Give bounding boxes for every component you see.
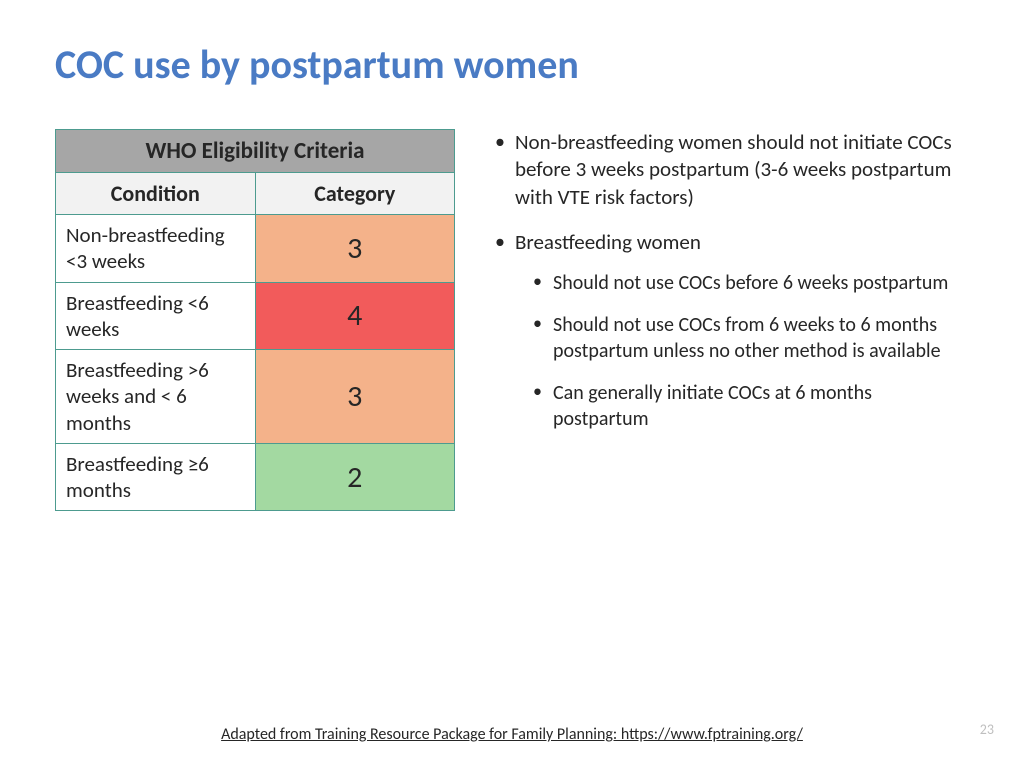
eligibility-table: WHO Eligibility Criteria Condition Categ… xyxy=(55,129,455,511)
category-cell: 4 xyxy=(255,282,455,350)
sub-bullet-item: Should not use COCs from 6 weeks to 6 mo… xyxy=(533,312,969,364)
content-area: WHO Eligibility Criteria Condition Categ… xyxy=(55,129,969,511)
category-cell: 2 xyxy=(255,443,455,511)
table-title: WHO Eligibility Criteria xyxy=(56,130,455,173)
category-cell: 3 xyxy=(255,215,455,283)
header-condition: Condition xyxy=(56,173,256,215)
category-cell: 3 xyxy=(255,350,455,444)
condition-cell: Breastfeeding <6 weeks xyxy=(56,282,256,350)
table-row: Breastfeeding ≥6 months 2 xyxy=(56,443,455,511)
table-header-row: Condition Category xyxy=(56,173,455,215)
table-title-row: WHO Eligibility Criteria xyxy=(56,130,455,173)
sub-bullet-item: Can generally initiate COCs at 6 months … xyxy=(533,380,969,432)
header-category: Category xyxy=(255,173,455,215)
condition-cell: Non-breastfeeding <3 weeks xyxy=(56,215,256,283)
bullet-item: Non-breastfeeding women should not initi… xyxy=(495,129,969,211)
table-row: Breastfeeding <6 weeks 4 xyxy=(56,282,455,350)
condition-cell: Breastfeeding >6 weeks and < 6 months xyxy=(56,350,256,444)
sub-bullet-list: Should not use COCs before 6 weeks postp… xyxy=(515,270,969,432)
page-number: 23 xyxy=(980,721,994,738)
bullet-item: Breastfeeding women Should not use COCs … xyxy=(495,229,969,432)
slide-title: COC use by postpartum women xyxy=(55,40,969,89)
bullet-text: Breastfeeding women xyxy=(515,229,701,255)
eligibility-table-wrap: WHO Eligibility Criteria Condition Categ… xyxy=(55,129,455,511)
footer-citation: Adapted from Training Resource Package f… xyxy=(0,725,1024,744)
sub-bullet-item: Should not use COCs before 6 weeks postp… xyxy=(533,270,969,296)
condition-cell: Breastfeeding ≥6 months xyxy=(56,443,256,511)
table-row: Breastfeeding >6 weeks and < 6 months 3 xyxy=(56,350,455,444)
table-row: Non-breastfeeding <3 weeks 3 xyxy=(56,215,455,283)
bullet-list: Non-breastfeeding women should not initi… xyxy=(495,129,969,511)
